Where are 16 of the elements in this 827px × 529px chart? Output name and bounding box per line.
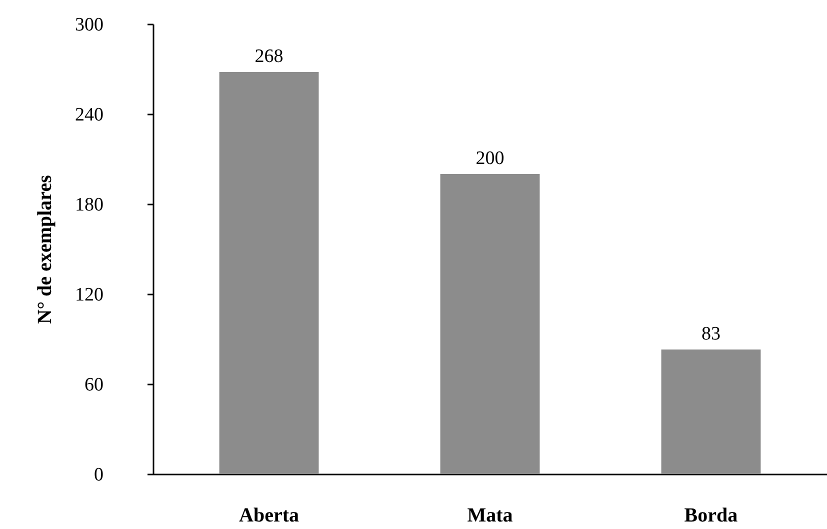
y-tick-label: 120 bbox=[75, 284, 104, 306]
y-tick-label: 240 bbox=[75, 104, 104, 126]
bar bbox=[440, 174, 540, 474]
y-tick-label: 180 bbox=[75, 194, 104, 216]
y-axis-title: N° de exemplares bbox=[34, 174, 56, 324]
data-label: 83 bbox=[701, 324, 720, 344]
y-tick-label: 60 bbox=[84, 374, 104, 396]
bar bbox=[219, 72, 319, 474]
x-tick-label: Borda bbox=[684, 504, 738, 526]
y-tick-label: 0 bbox=[94, 464, 104, 486]
data-label: 268 bbox=[254, 46, 284, 67]
data-label: 200 bbox=[476, 148, 504, 169]
y-tick-label: 300 bbox=[75, 14, 104, 36]
bar bbox=[661, 350, 761, 474]
x-tick-label: Mata bbox=[467, 504, 513, 526]
x-tick-label: Aberta bbox=[239, 504, 300, 526]
